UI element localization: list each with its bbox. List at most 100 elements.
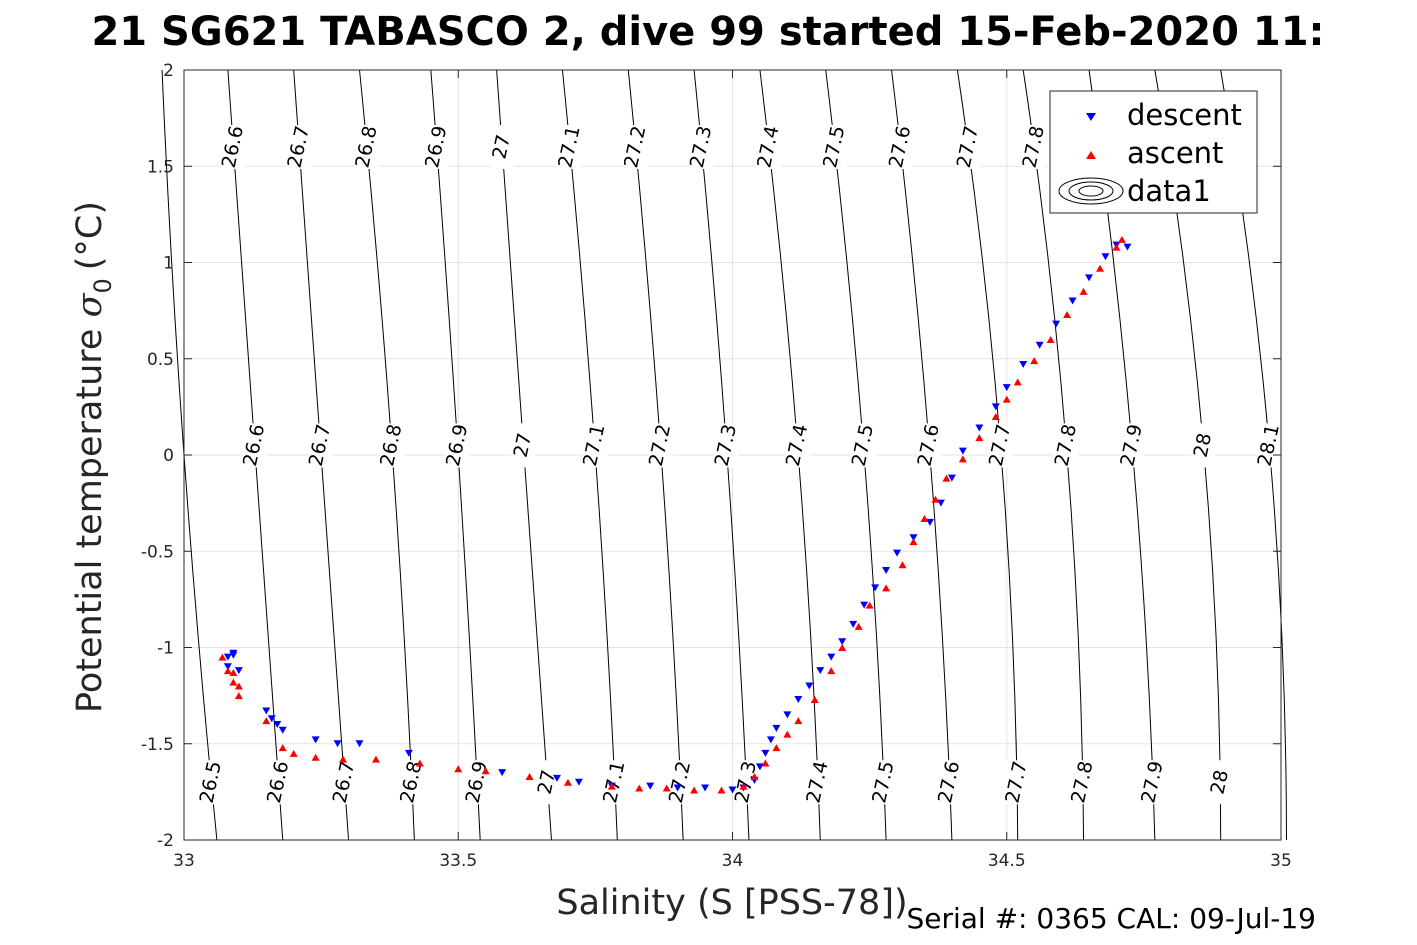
y-axis-label-symbol: σ [70, 292, 110, 317]
y-tick-label: 0.5 [147, 350, 174, 370]
ascent-point [607, 782, 616, 790]
contour-label-gap [806, 760, 831, 805]
descent-point [772, 724, 781, 732]
contour-label-gap [1257, 423, 1282, 468]
contour-label-gap [445, 423, 470, 468]
ascent-point [931, 495, 940, 503]
ascent-point [1030, 357, 1039, 365]
y-tick-label: -1.5 [141, 735, 174, 755]
contour-label-gap [785, 423, 810, 468]
descent-point [991, 403, 1000, 411]
ascent-point [717, 786, 726, 794]
contour-label: 28 [1207, 768, 1234, 796]
ascent-point [1117, 235, 1126, 243]
descent-point [871, 584, 880, 592]
y-tick-label: -2 [157, 831, 174, 851]
descent-point [1123, 243, 1132, 251]
descent-point [805, 682, 814, 690]
y-axis-label-subscript: 0 [89, 278, 117, 293]
contour-label-gap [1191, 423, 1216, 468]
descent-point [755, 763, 764, 771]
contour-label-gap [511, 423, 536, 468]
descent-point [355, 740, 364, 748]
contour-label-gap [602, 760, 627, 805]
ascent-point [794, 717, 803, 725]
contour-label-gap [1054, 423, 1079, 468]
data-points [218, 235, 1132, 794]
x-tick-label: 34.5 [988, 851, 1026, 871]
descent-point [1002, 384, 1011, 392]
ascent-point [772, 744, 781, 752]
descent-point [1019, 361, 1028, 369]
contour-label-gap [582, 423, 607, 468]
y-tick-label: 2 [163, 61, 174, 81]
legend-contour-icon [1058, 177, 1124, 205]
contour-label-gap [1070, 760, 1095, 805]
contour-label-gap [689, 125, 714, 169]
ascent-point [229, 669, 238, 677]
ascent-point [454, 765, 463, 773]
contour-label-gap [535, 760, 560, 805]
descent-point [552, 774, 561, 782]
descent-point [498, 769, 507, 777]
descent-point [223, 653, 232, 661]
descent-point [278, 726, 287, 734]
ascent-point [810, 695, 819, 703]
ascent-point [234, 682, 243, 690]
ascent-point [525, 772, 534, 780]
contour-label-gap [623, 125, 648, 169]
y-axis-label: Potential temperature σ0 (°C) [70, 201, 117, 713]
contour-label-gap [424, 125, 449, 169]
contour-label-gap [648, 423, 673, 468]
descent-point [794, 695, 803, 703]
ascent-point [229, 678, 238, 686]
ascent-point [223, 667, 232, 675]
contour-label-gap [888, 125, 913, 169]
ascent-point [827, 667, 836, 675]
y-tick-label: 0 [163, 446, 174, 466]
ascent-point [1013, 378, 1022, 386]
ascent-point [415, 759, 424, 767]
ascent-point [865, 601, 874, 609]
ascent-point [563, 778, 572, 786]
ascent-point [371, 755, 380, 763]
legend-ascent-marker [1086, 151, 1096, 159]
x-tick-label: 35 [1270, 851, 1292, 871]
contour-label: 27 [510, 431, 537, 459]
contour-label-gap [1140, 760, 1165, 805]
ascent-point [1046, 336, 1055, 343]
contour-label-gap [956, 125, 981, 169]
y-tick-label: -0.5 [141, 542, 174, 562]
descent-point [893, 549, 902, 557]
descent-point [816, 667, 825, 675]
ascent-point [234, 692, 243, 700]
ascent-point [218, 653, 227, 661]
descent-point [404, 749, 413, 757]
contour-label-gap [937, 760, 962, 805]
chart-title: 21 SG621 TABASCO 2, dive 99 started 15-F… [91, 9, 1324, 55]
descent-point [229, 651, 238, 659]
y-axis-label-unit: (°C) [70, 201, 110, 270]
descent-point [766, 736, 775, 744]
descent-point [1085, 274, 1094, 282]
contour-label-gap [557, 125, 582, 169]
ascent-point [761, 759, 770, 767]
descent-point [728, 786, 737, 794]
contour-label-gap [287, 125, 312, 169]
descent-point [1035, 341, 1044, 349]
contour-label-gap [221, 125, 246, 169]
contour-label-gap [1022, 125, 1047, 169]
ascent-point [882, 584, 891, 592]
descent-point [860, 601, 869, 609]
legend-descent-label: descent [1127, 98, 1242, 132]
contour-label-gap [379, 423, 404, 468]
ascent-point [920, 515, 929, 523]
descent-point [958, 447, 967, 455]
contour-label: 27 [488, 133, 515, 161]
ascent-point [662, 784, 671, 792]
contour-label-gap [714, 423, 739, 468]
ascent-point [1063, 310, 1072, 318]
y-tick-label: 1 [163, 254, 174, 274]
axis-ticks: 33 33.5 34 34.5 35 2 1.5 1 0.5 0 -0.5 -1 -1.5 -2 [141, 61, 1292, 871]
